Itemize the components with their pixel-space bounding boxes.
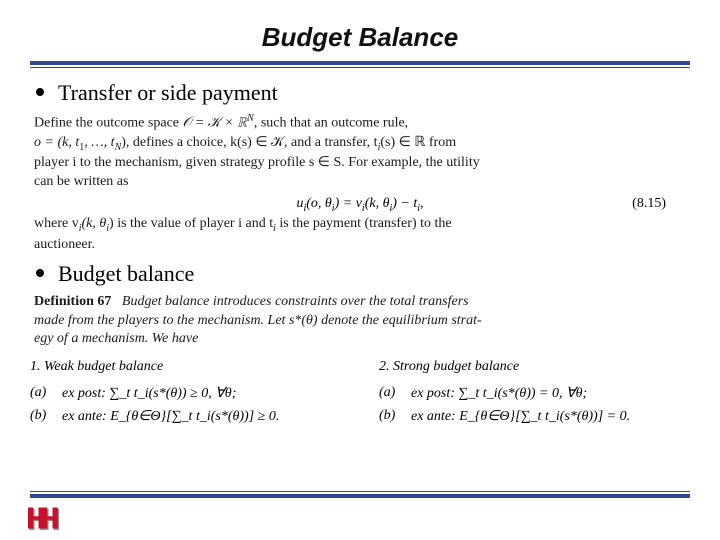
strong-b-text: ex ante: E_{θ∈Θ}[∑_t t_i(s*(θ))] = 0. <box>411 408 630 425</box>
definition: Definition 67 Budget balance introduces … <box>34 293 692 350</box>
p1-l1a: Define the outcome space <box>34 116 183 131</box>
p2-l2: auctioneer. <box>34 236 692 255</box>
eq-mid2: (k, θ <box>365 196 390 211</box>
strong-title: 2. Strong budget balance <box>379 359 692 375</box>
p2-l1b: (k, θ <box>81 216 106 231</box>
uh-logo-icon <box>24 504 60 532</box>
eq-mid: ) = v <box>335 196 362 211</box>
footer-rule <box>30 491 690 498</box>
header-rule <box>30 61 690 68</box>
paragraph-1: Define the outcome space 𝒪 = 𝒦 × ℝN, suc… <box>34 112 692 192</box>
def-l1: Budget balance introduces constraints ov… <box>122 294 469 309</box>
paragraph-2: where vi(k, θi) is the value of player i… <box>34 215 692 254</box>
bullet-2-text: Budget balance <box>58 261 194 287</box>
weak-b: (b) ex ante: E_{θ∈Θ}[∑_t t_i(s*(θ))] ≥ 0… <box>30 408 343 425</box>
strong-a: (a) ex post: ∑_t t_i(s*(θ)) = 0, ∀θ; <box>379 385 692 402</box>
strong-b-lbl: (b) <box>379 408 411 425</box>
p1-l2b: , …, t <box>84 135 114 150</box>
bullet-dot-icon <box>36 88 44 96</box>
strong-b: (b) ex ante: E_{θ∈Θ}[∑_t t_i(s*(θ))] = 0… <box>379 408 692 425</box>
p2-l1c: ) is the value of player i and t <box>109 216 273 231</box>
definition-label: Definition 67 <box>34 294 111 309</box>
equation: ui(o, θi) = vi(k, θi) − ti, (8.15) <box>28 196 692 214</box>
p1-l4: can be written as <box>34 173 692 192</box>
strong-a-lbl: (a) <box>379 385 411 402</box>
weak-a-text: ex post: ∑_t t_i(s*(θ)) ≥ 0, ∀θ; <box>62 385 236 402</box>
p1-l1b: 𝒪 = 𝒦 × ℝ <box>183 116 248 131</box>
def-l3: egy of a mechanism. We have <box>34 330 692 349</box>
bullet-2: Budget balance <box>36 261 692 287</box>
weak-column: 1. Weak budget balance (a) ex post: ∑_t … <box>30 359 343 431</box>
eq-lhs2: (o, θ <box>306 196 332 211</box>
weak-title: 1. Weak budget balance <box>30 359 343 375</box>
p1-l2d: (s) ∈ ℝ from <box>380 135 456 150</box>
weak-b-text: ex ante: E_{θ∈Θ}[∑_t t_i(s*(θ))] ≥ 0. <box>62 408 279 425</box>
def-l2: made from the players to the mechanism. … <box>34 312 692 331</box>
equation-number: (8.15) <box>632 196 666 212</box>
weak-a: (a) ex post: ∑_t t_i(s*(θ)) ≥ 0, ∀θ; <box>30 385 343 402</box>
p2-l1a: where v <box>34 216 79 231</box>
eq-rhs: ) − t <box>392 196 417 211</box>
weak-a-lbl: (a) <box>30 385 62 402</box>
p1-l2c: ), defines a choice, k(s) ∈ 𝒦, and a tra… <box>121 135 377 150</box>
eq-end: , <box>420 196 424 211</box>
bullet-1-text: Transfer or side payment <box>58 80 278 106</box>
bullet-1: Transfer or side payment <box>36 80 692 106</box>
p1-l1c: , such that an outcome rule, <box>254 116 408 131</box>
p1-l3: player i to the mechanism, given strateg… <box>34 154 692 173</box>
bullet-dot-icon <box>36 269 44 277</box>
weak-b-lbl: (b) <box>30 408 62 425</box>
slide-body: Transfer or side payment Define the outc… <box>0 68 720 431</box>
strong-column: 2. Strong budget balance (a) ex post: ∑_… <box>379 359 692 431</box>
p1-N: N <box>247 113 254 124</box>
p2-l1d: is the payment (transfer) to the <box>276 216 452 231</box>
budget-balance-columns: 1. Weak budget balance (a) ex post: ∑_t … <box>30 359 692 431</box>
strong-a-text: ex post: ∑_t t_i(s*(θ)) = 0, ∀θ; <box>411 385 587 402</box>
p1-l2a: o = (k, t <box>34 135 79 150</box>
slide-title: Budget Balance <box>0 22 720 53</box>
